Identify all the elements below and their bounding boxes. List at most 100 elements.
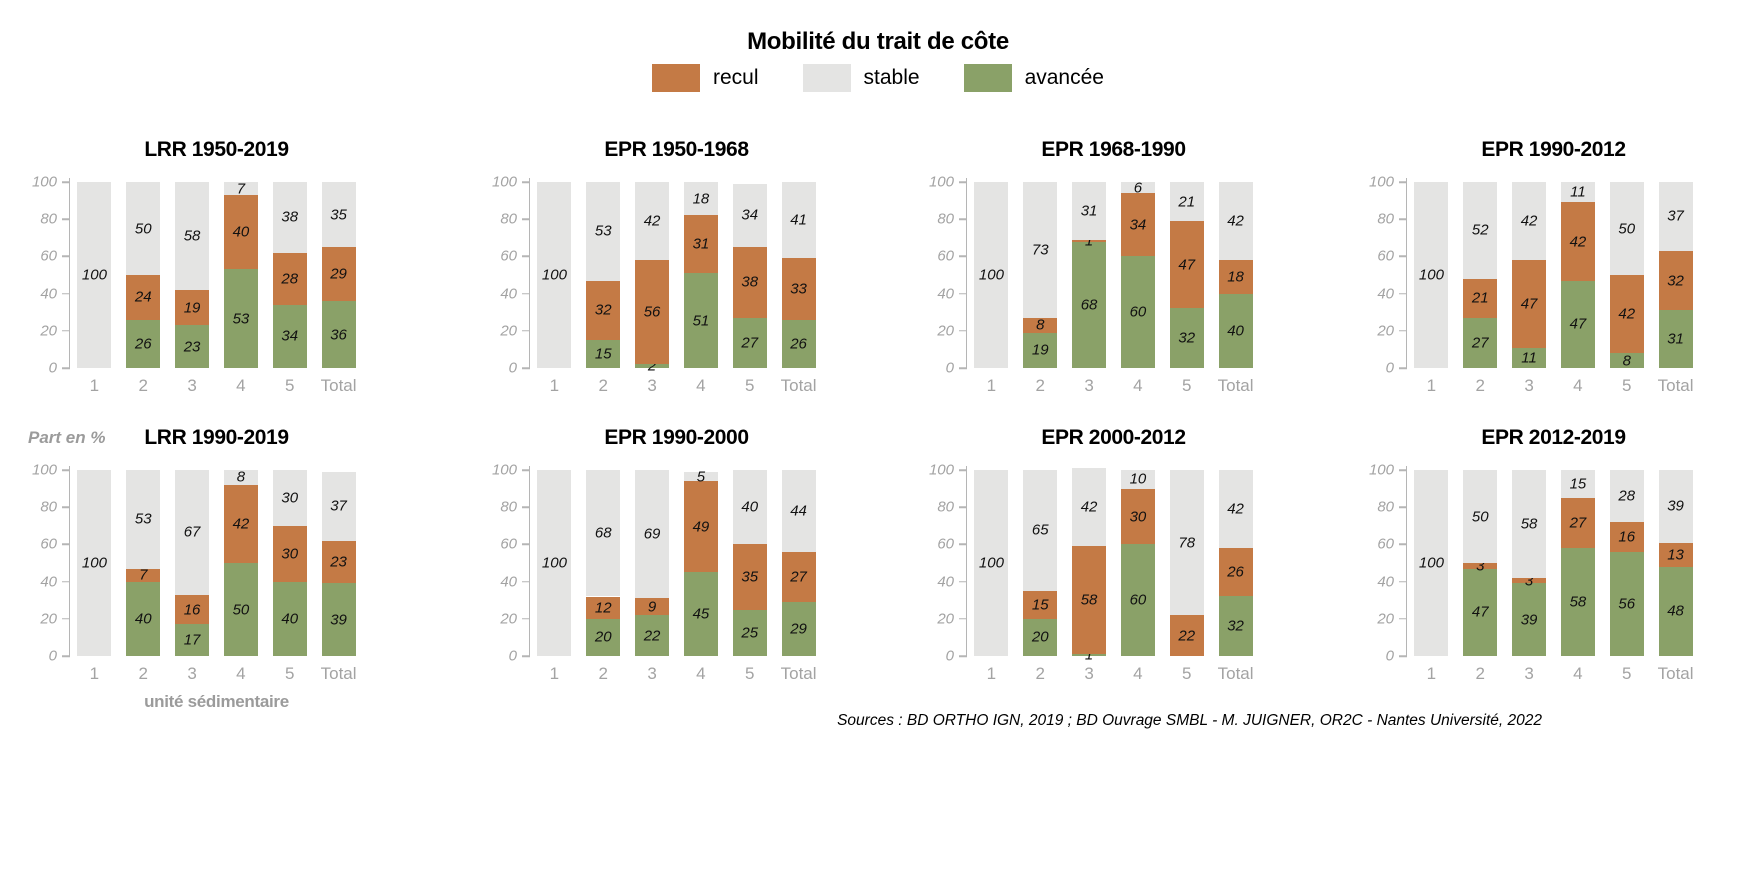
bar-column-2: 40 7 53 2 bbox=[119, 470, 168, 683]
bar-value-label: 47 bbox=[1520, 295, 1538, 313]
bar-segment-stable bbox=[1658, 182, 1693, 251]
bar-segment-stable bbox=[1218, 470, 1253, 549]
bar-value-label: 32 bbox=[1227, 617, 1244, 635]
y-axis-line bbox=[965, 178, 967, 369]
bar-segment-recul bbox=[732, 247, 767, 318]
x-category-label: 2 bbox=[1475, 376, 1485, 395]
bar-segment-avancee bbox=[586, 618, 621, 656]
bar-value-label: 42 bbox=[1618, 305, 1636, 323]
chart-epr-2012-2019: EPR 2012-2019 0 20 40 60 80 100 100 1 47 3 50 2 39 3 58… bbox=[1352, 410, 1700, 690]
bar-segment-avancee bbox=[781, 319, 816, 368]
y-tick-label: 40 bbox=[40, 285, 57, 303]
bar-value-label: 53 bbox=[134, 510, 152, 528]
bar-column-1: 100 1 bbox=[530, 182, 579, 395]
bar-value-label: 23 bbox=[330, 553, 347, 571]
bar-segment-stable bbox=[974, 470, 1009, 656]
bar-segment-stable bbox=[1414, 470, 1449, 656]
bar-column-3: 39 3 58 3 bbox=[1505, 470, 1554, 683]
bar-value-label: 21 bbox=[1178, 193, 1196, 211]
bar-value-label: 27 bbox=[1471, 334, 1489, 352]
x-category-label: 1 bbox=[1426, 376, 1437, 395]
y-tick-label: 0 bbox=[945, 359, 954, 377]
y-tick-mark bbox=[62, 181, 70, 183]
y-axis-line bbox=[528, 178, 530, 369]
x-category-label: 1 bbox=[1426, 664, 1437, 683]
bar-segment-avancee bbox=[683, 572, 718, 656]
bar-segment-stable bbox=[321, 471, 356, 541]
y-tick-mark bbox=[959, 255, 967, 258]
y-axis: 0 20 40 60 80 100 bbox=[912, 462, 967, 665]
x-category-label: 2 bbox=[598, 664, 608, 683]
bar-segment-recul bbox=[1658, 542, 1693, 567]
plot-area: 100 1 15 32 53 2 2 56 42 3 51 31 18 4 27 38 34 5 26 33 41 Tot… bbox=[530, 182, 823, 395]
bar-column-3: 68 1 31 3 bbox=[1065, 182, 1114, 395]
stacked-bar: 27 21 52 bbox=[1463, 182, 1498, 368]
bar-segment-stable bbox=[683, 471, 718, 482]
y-tick-label: 100 bbox=[928, 461, 954, 479]
bar-value-label: 34 bbox=[281, 327, 299, 345]
bar-segment-recul bbox=[272, 252, 307, 305]
x-category-label: 4 bbox=[696, 376, 706, 395]
y-tick-mark bbox=[1399, 655, 1407, 657]
bar-segment-stable bbox=[781, 470, 816, 552]
y-axis: 0 20 40 60 80 100 bbox=[475, 174, 530, 377]
y-tick-label: 40 bbox=[1377, 285, 1394, 303]
bar-segment-recul bbox=[321, 540, 356, 584]
legend: recul stable avancée bbox=[0, 64, 1756, 92]
bar-value-label: 24 bbox=[134, 288, 152, 306]
y-tick-label: 80 bbox=[500, 498, 517, 516]
bar-value-label: 26 bbox=[1227, 563, 1244, 581]
bar-segment-stable bbox=[175, 470, 210, 595]
bar-segment-stable bbox=[586, 182, 621, 281]
bar-segment-recul bbox=[1609, 275, 1644, 354]
y-tick-label: 40 bbox=[937, 285, 954, 303]
bar-segment-stable bbox=[1512, 182, 1547, 261]
bar-segment-stable bbox=[223, 182, 258, 196]
bar-segment-avancee bbox=[1023, 332, 1058, 368]
stacked-bar: 47 3 50 bbox=[1463, 470, 1498, 656]
bar-segment-stable bbox=[175, 182, 210, 290]
bar-value-label: 18 bbox=[1227, 268, 1244, 286]
stacked-bar: 29 27 44 bbox=[781, 470, 816, 656]
bar-segment-stable bbox=[1120, 182, 1155, 194]
y-tick-label: 0 bbox=[945, 647, 954, 665]
y-axis: 0 20 40 60 80 100 bbox=[15, 174, 70, 377]
bar-value-label: 40 bbox=[1227, 322, 1244, 340]
bar-segment-avancee bbox=[1658, 566, 1693, 656]
x-category-label: 4 bbox=[1573, 664, 1583, 683]
y-tick-label: 0 bbox=[48, 647, 57, 665]
bar-value-label: 15 bbox=[1569, 475, 1587, 493]
bar-column-1: 100 1 bbox=[967, 470, 1016, 683]
stacked-bar: 20 15 65 bbox=[1023, 470, 1058, 656]
bar-value-label: 58 bbox=[1080, 591, 1098, 609]
bar-value-label: 19 bbox=[1031, 341, 1049, 359]
bar-segment-recul bbox=[683, 481, 718, 573]
stacked-bar: 39 3 58 bbox=[1512, 470, 1547, 656]
x-category-label: 5 bbox=[745, 664, 755, 683]
x-category-label: Total bbox=[320, 376, 357, 395]
bar-value-label: 42 bbox=[1569, 233, 1587, 251]
stacked-bar: 100 bbox=[974, 182, 1009, 368]
bar-segment-recul bbox=[683, 215, 718, 274]
stacked-bar: 56 16 28 bbox=[1609, 470, 1644, 656]
stacked-bar: 45 49 5 bbox=[683, 469, 718, 656]
x-category-label: Total bbox=[1657, 376, 1694, 395]
bar-value-label: 40 bbox=[134, 610, 152, 628]
figure-title: Mobilité du trait de côte bbox=[747, 28, 1009, 55]
bar-value-label: 78 bbox=[1178, 534, 1196, 552]
bar-value-label: 50 bbox=[134, 220, 152, 237]
bar-value-label: 38 bbox=[281, 208, 299, 226]
y-axis-line bbox=[68, 178, 70, 369]
y-tick-mark bbox=[62, 618, 70, 620]
bar-segment-stable bbox=[126, 470, 161, 569]
bar-value-label: 52 bbox=[1471, 221, 1489, 239]
bar-segment-recul bbox=[1023, 317, 1058, 333]
y-tick-label: 60 bbox=[500, 247, 517, 265]
x-category-label: Total bbox=[780, 664, 817, 683]
y-tick-mark bbox=[1399, 580, 1407, 583]
bar-value-label: 58 bbox=[1520, 515, 1538, 533]
bar-value-label: 19 bbox=[183, 299, 201, 317]
bar-segment-recul bbox=[272, 525, 307, 582]
y-tick-mark bbox=[1399, 218, 1407, 220]
bar-segment-recul bbox=[1512, 577, 1547, 584]
